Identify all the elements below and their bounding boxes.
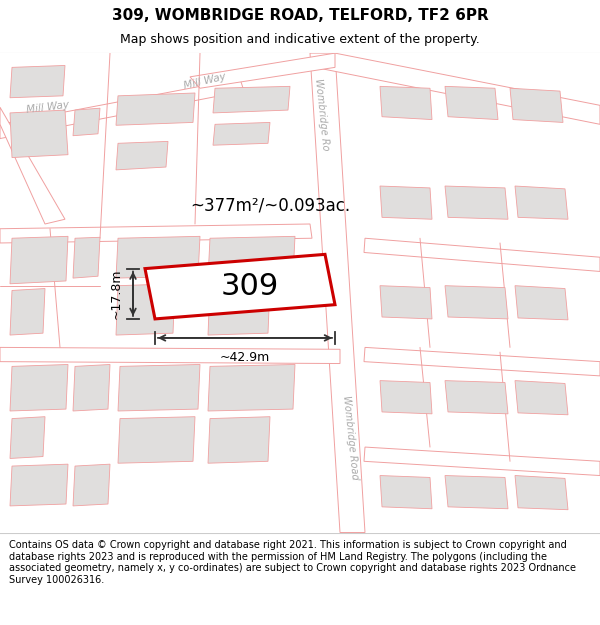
Polygon shape — [445, 186, 508, 219]
Polygon shape — [380, 186, 432, 219]
Polygon shape — [515, 186, 568, 219]
Polygon shape — [310, 53, 365, 532]
Polygon shape — [208, 417, 270, 463]
Polygon shape — [380, 476, 432, 509]
Polygon shape — [10, 66, 65, 98]
Polygon shape — [0, 107, 65, 224]
Polygon shape — [118, 417, 195, 463]
Polygon shape — [208, 364, 295, 411]
Text: Contains OS data © Crown copyright and database right 2021. This information is : Contains OS data © Crown copyright and d… — [9, 540, 576, 585]
Text: ~17.8m: ~17.8m — [110, 269, 123, 319]
Polygon shape — [10, 364, 68, 411]
Polygon shape — [116, 141, 168, 170]
Text: Wombridge Road: Wombridge Road — [341, 395, 359, 480]
Polygon shape — [380, 86, 432, 119]
Polygon shape — [116, 93, 195, 125]
Text: 309, WOMBRIDGE ROAD, TELFORD, TF2 6PR: 309, WOMBRIDGE ROAD, TELFORD, TF2 6PR — [112, 8, 488, 23]
Polygon shape — [445, 381, 508, 414]
Text: Mill Way: Mill Way — [26, 99, 70, 115]
Polygon shape — [445, 286, 508, 319]
Polygon shape — [10, 417, 45, 459]
Polygon shape — [380, 286, 432, 319]
Polygon shape — [73, 364, 110, 411]
Polygon shape — [515, 381, 568, 415]
Polygon shape — [118, 364, 200, 411]
Polygon shape — [10, 464, 68, 506]
Polygon shape — [213, 122, 270, 145]
Polygon shape — [445, 86, 498, 119]
Polygon shape — [73, 238, 100, 278]
Text: Mill Way: Mill Way — [183, 72, 227, 91]
Polygon shape — [315, 53, 600, 124]
Polygon shape — [510, 88, 563, 122]
Polygon shape — [208, 236, 295, 278]
Polygon shape — [190, 53, 335, 88]
Polygon shape — [213, 86, 290, 113]
Polygon shape — [515, 286, 568, 320]
Text: ~377m²/~0.093ac.: ~377m²/~0.093ac. — [190, 197, 350, 215]
Polygon shape — [73, 464, 110, 506]
Polygon shape — [0, 79, 244, 139]
Polygon shape — [10, 236, 68, 284]
Text: 309: 309 — [221, 272, 279, 301]
Polygon shape — [10, 110, 68, 158]
Polygon shape — [116, 236, 200, 278]
Polygon shape — [208, 284, 270, 335]
Polygon shape — [116, 284, 175, 335]
Polygon shape — [445, 476, 508, 509]
Polygon shape — [0, 224, 312, 243]
Polygon shape — [0, 348, 340, 364]
Polygon shape — [73, 108, 100, 136]
Polygon shape — [10, 289, 45, 335]
Polygon shape — [364, 238, 600, 271]
Text: Map shows position and indicative extent of the property.: Map shows position and indicative extent… — [120, 33, 480, 46]
Text: Wombridge Ro: Wombridge Ro — [313, 78, 331, 151]
Polygon shape — [364, 447, 600, 476]
Polygon shape — [515, 476, 568, 510]
Polygon shape — [380, 381, 432, 414]
Text: ~42.9m: ~42.9m — [220, 351, 270, 364]
Polygon shape — [145, 254, 335, 319]
Polygon shape — [364, 348, 600, 376]
